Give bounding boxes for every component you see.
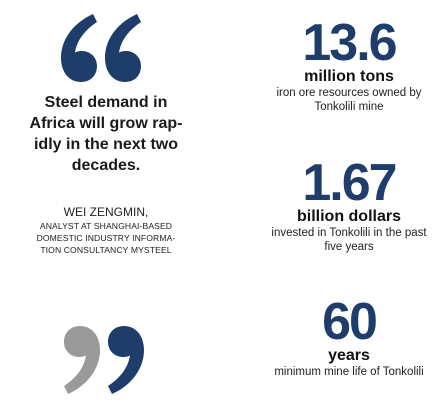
quote-text: Steel demand in Africa will grow rap- id… xyxy=(29,94,183,174)
attribution-title: ANALYST AT SHANGHAI-BASED DOMESTIC INDUS… xyxy=(36,221,176,255)
stat-unit: million tons xyxy=(304,68,394,85)
stat-value: 1.67 xyxy=(302,154,397,212)
stat-block: 60 years minimum mine life of Tonkolili xyxy=(260,293,438,379)
stat-unit: years xyxy=(328,347,370,364)
open-quote-icon xyxy=(55,8,145,88)
stat-block: 13.6 million tons iron ore resources own… xyxy=(260,14,438,114)
stat-value: 13.6 xyxy=(302,14,397,72)
stat-unit: billion dollars xyxy=(296,208,401,225)
stat-block: 1.67 billion dollars invested in Tonkoli… xyxy=(260,154,438,254)
stat-description: iron ore resources owned by Tonkolili mi… xyxy=(276,87,422,113)
stat-description: minimum mine life of Tonkolili xyxy=(274,366,424,378)
close-quote-icon xyxy=(60,320,150,400)
stat-value: 60 xyxy=(322,293,378,351)
stat-description: invested in Tonkolili in the past five y… xyxy=(271,227,427,253)
attribution-name: WEI ZENGMIN, xyxy=(63,205,149,219)
